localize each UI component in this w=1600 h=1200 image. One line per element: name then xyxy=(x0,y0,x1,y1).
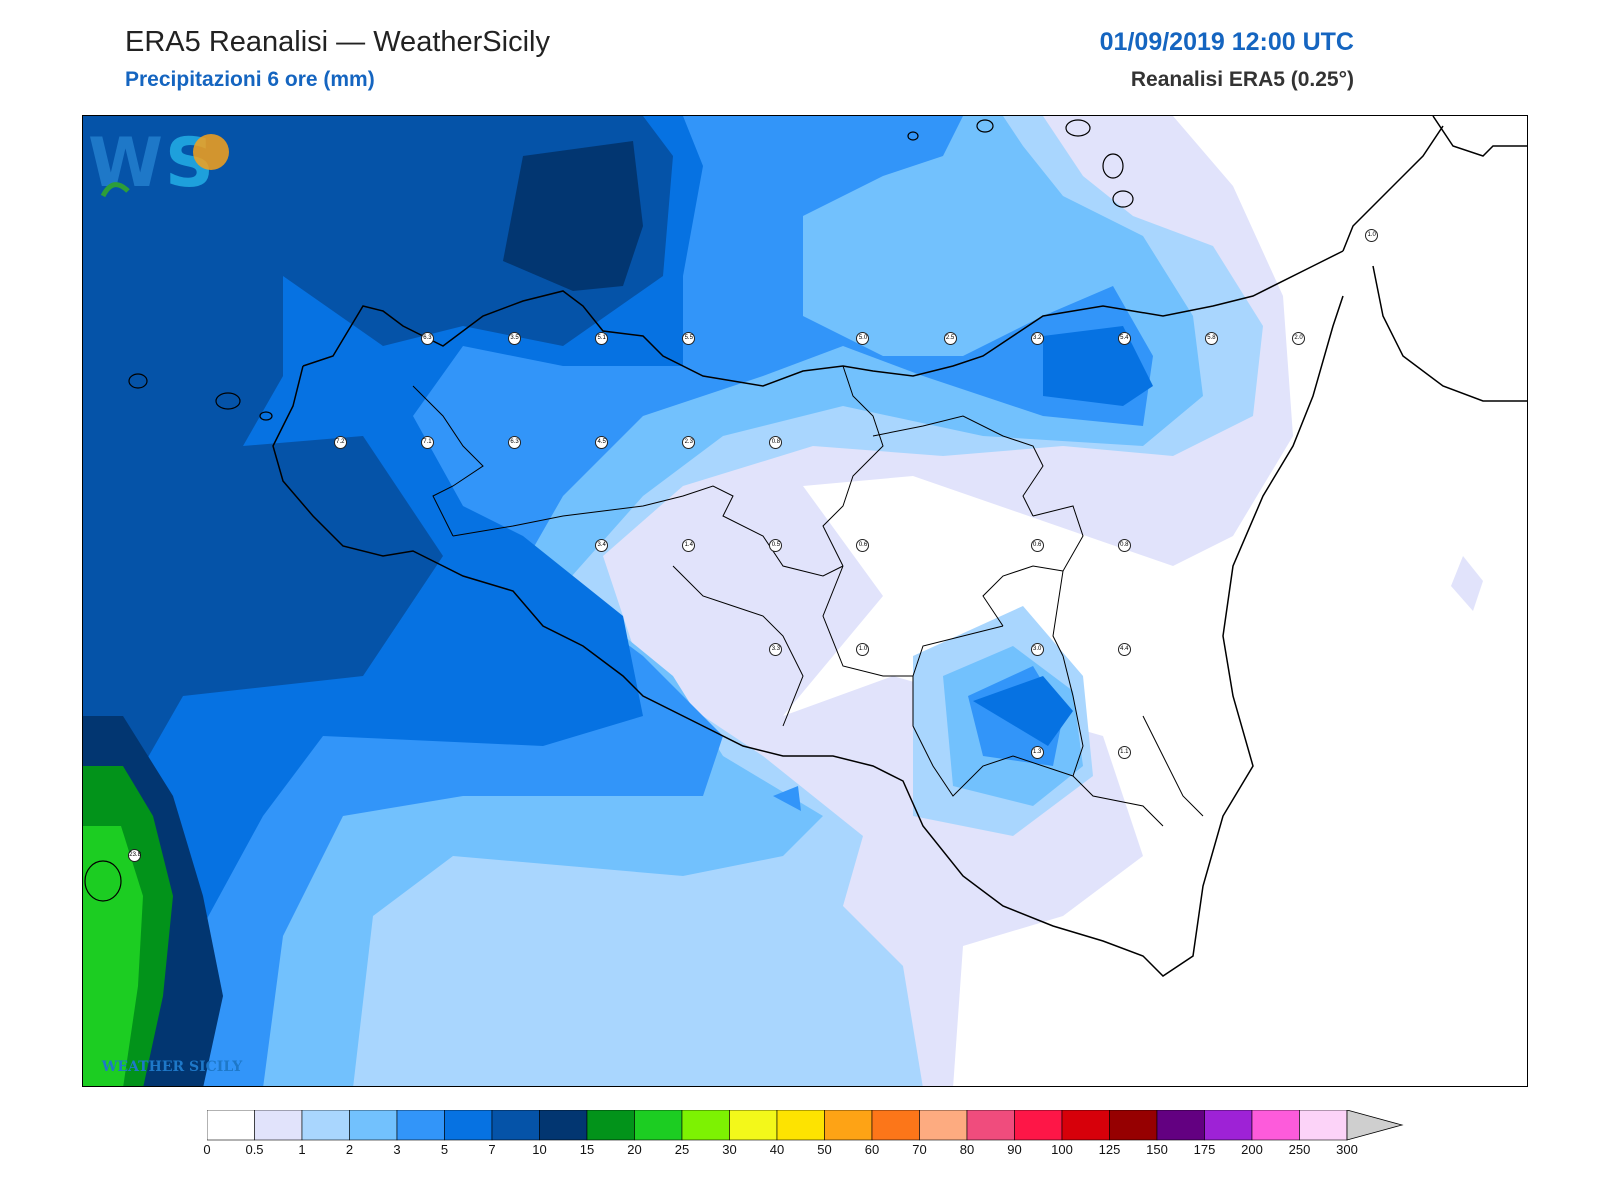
map-title: ERA5 Reanalisi — WeatherSicily xyxy=(125,26,550,58)
legend-swatch xyxy=(729,1110,778,1141)
legend-swatch xyxy=(1156,1110,1205,1141)
legend-swatch xyxy=(254,1110,303,1141)
station-value: 2.3 xyxy=(682,435,696,449)
legend-swatch xyxy=(586,1110,635,1141)
station-value: 1.0 xyxy=(856,642,870,656)
legend-tick-label: 80 xyxy=(959,1142,975,1157)
station-value: 7.1 xyxy=(420,435,434,449)
legend-swatch xyxy=(776,1110,825,1141)
weathersicily-logo-icon: W S xyxy=(88,124,229,203)
precip-band-5-east xyxy=(1043,326,1153,406)
station-value: 5.1 xyxy=(595,332,609,346)
legend-tick-label: 200 xyxy=(1241,1142,1263,1157)
legend-tick-label: 30 xyxy=(722,1142,737,1157)
legend-swatch xyxy=(207,1110,255,1141)
legend-tick-label: 10 xyxy=(532,1142,547,1157)
legend-swatch xyxy=(634,1110,683,1141)
legend-tick-label: 25 xyxy=(674,1142,690,1157)
islands xyxy=(84,119,1134,902)
legend-tick-label: 0 xyxy=(203,1142,211,1157)
legend-tick-label: 100 xyxy=(1051,1142,1073,1157)
station-value: 3.2 xyxy=(1030,332,1044,346)
station-value: 6.3 xyxy=(420,332,434,346)
legend-tick-label: 250 xyxy=(1288,1142,1311,1157)
legend-tick-label: 40 xyxy=(769,1142,785,1157)
legend-tick-label: 50 xyxy=(817,1142,832,1157)
valid-datetime: 01/09/2019 12:00 UTC xyxy=(1099,28,1354,56)
station-value: 4.5 xyxy=(595,435,609,449)
station-value: 0.6 xyxy=(856,539,870,553)
legend-tick-label: 90 xyxy=(1007,1142,1022,1157)
legend-swatch xyxy=(491,1110,540,1141)
legend-tick-label: 1 xyxy=(298,1142,306,1157)
legend-swatch xyxy=(1061,1110,1110,1141)
provincial-borders xyxy=(412,365,1204,827)
legend-swatch xyxy=(1014,1110,1063,1141)
legend-colorbar xyxy=(207,1110,1404,1141)
legend-swatch xyxy=(919,1110,968,1141)
station-value: 1.0 xyxy=(1365,228,1379,242)
station-value: 5.4 xyxy=(1117,332,1131,346)
station-value: 5.0 xyxy=(856,332,870,346)
precip-band-10 xyxy=(503,141,643,291)
legend-tick-label: 125 xyxy=(1098,1142,1121,1157)
legend-swatch xyxy=(871,1110,920,1141)
legend-tick-label: 3 xyxy=(393,1142,401,1157)
precipitation-field xyxy=(83,116,1527,1086)
logo-text: WEATHER SICILY xyxy=(101,1059,243,1075)
legend-tick-label: 150 xyxy=(1146,1142,1168,1157)
legend-swatch xyxy=(349,1110,398,1141)
precip-band-7 xyxy=(83,116,673,836)
legend-tick-label: 15 xyxy=(579,1142,595,1157)
legend-tick-label: 175 xyxy=(1193,1142,1216,1157)
precip-band-0.5-east xyxy=(1451,556,1483,611)
legend-swatch xyxy=(1299,1110,1348,1141)
legend-tick-label: 60 xyxy=(864,1142,880,1157)
legend-swatch xyxy=(396,1110,445,1141)
station-value: 6.3 xyxy=(508,435,522,449)
station-value: 0.8 xyxy=(1117,539,1131,553)
legend-swatch xyxy=(1109,1110,1158,1141)
station-value: 5.8 xyxy=(1204,332,1218,346)
station-value: 5.5 xyxy=(682,332,696,346)
map-subtitle: Precipitazioni 6 ore (mm) xyxy=(125,68,375,91)
legend-swatch xyxy=(1251,1110,1300,1141)
station-value: 2.0 xyxy=(1292,332,1306,346)
precip-band-3-spot xyxy=(773,786,801,811)
station-value: 3.5 xyxy=(508,332,522,346)
legend-tick-label: 7 xyxy=(488,1142,496,1157)
legend-tick-label: 300 xyxy=(1336,1142,1358,1157)
legend-swatch xyxy=(444,1110,493,1141)
station-value: 0.5 xyxy=(769,539,783,553)
station-value: 2.5 xyxy=(943,332,957,346)
legend-swatch xyxy=(824,1110,873,1141)
station-value: 7.2 xyxy=(333,435,347,449)
station-value: 1.4 xyxy=(682,539,696,553)
legend-swatch xyxy=(681,1110,730,1141)
legend-tick-label: 2 xyxy=(345,1142,354,1157)
legend-swatch xyxy=(1204,1110,1253,1141)
model-info: Reanalisi ERA5 (0.25°) xyxy=(1130,68,1354,91)
legend-swatch xyxy=(301,1110,350,1141)
station-value: 4.4 xyxy=(1117,642,1131,656)
precip-band-5-se xyxy=(973,676,1073,746)
precipitation-map[interactable]: 1.0 6.3 3.5 5.1 5.5 5.0 2.5 3.2 5.4 5.8 2.0 7.2 7.1 6… xyxy=(82,115,1528,1087)
legend-swatch xyxy=(966,1110,1015,1141)
station-value: 1.3 xyxy=(1030,745,1044,759)
station-value: 1.1 xyxy=(1117,745,1131,759)
legend-tick-label: 5 xyxy=(440,1142,449,1157)
station-value: 0.6 xyxy=(1030,539,1044,553)
precip-band-20 xyxy=(83,826,143,1086)
legend-tick-label: 0.5 xyxy=(245,1142,264,1157)
legend-tick-label: 70 xyxy=(912,1142,927,1157)
station-value: 3.3 xyxy=(769,642,783,656)
legend-extend-arrow xyxy=(1346,1110,1404,1141)
station-value: 3.4 xyxy=(595,539,609,553)
legend-swatch xyxy=(539,1110,588,1141)
station-value: 0.8 xyxy=(769,435,783,449)
legend-tick-label: 20 xyxy=(627,1142,642,1157)
station-value: 23.8 xyxy=(128,849,142,863)
station-value: 3.0 xyxy=(1030,642,1044,656)
